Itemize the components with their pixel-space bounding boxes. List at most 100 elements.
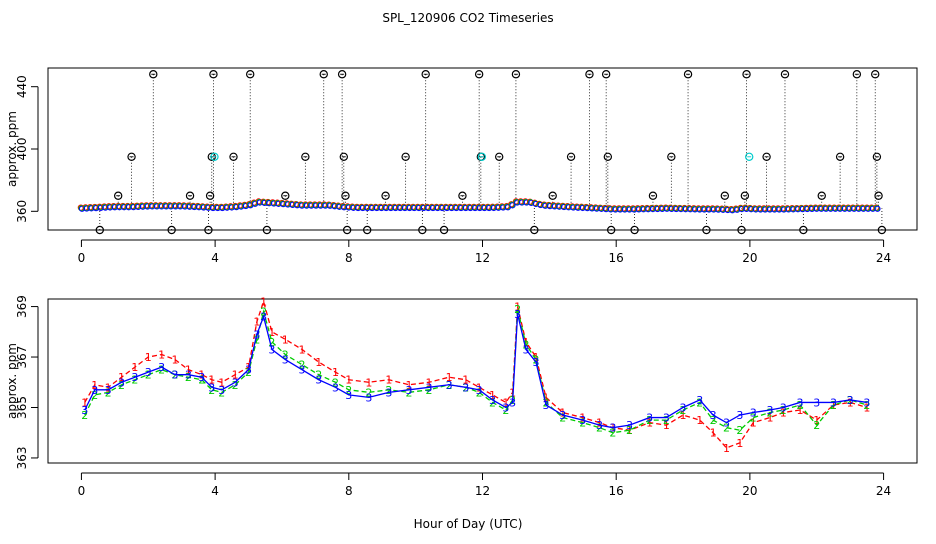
series-marker: 1 (813, 414, 820, 427)
series-marker: 1 (268, 326, 275, 339)
baseline-point (354, 204, 362, 212)
baseline-point (790, 206, 797, 213)
series-marker: 1 (847, 396, 854, 409)
baseline-point (284, 201, 292, 208)
series-marker: 2 (345, 384, 352, 397)
data-point (495, 152, 504, 161)
baseline-point (387, 204, 394, 212)
series-marker: 3 (847, 394, 854, 407)
series-marker: 2 (365, 386, 372, 399)
data-point (740, 191, 750, 200)
series-marker: 3 (232, 376, 239, 389)
baseline-point (626, 206, 633, 213)
baseline-point (645, 206, 652, 213)
baseline-point (369, 204, 376, 212)
series-marker: 1 (797, 404, 804, 417)
baseline-point (710, 206, 717, 213)
series-marker: 3 (345, 389, 352, 402)
series-marker: 1 (462, 374, 469, 387)
baseline-point (256, 199, 263, 206)
x-tick-label: 16 (609, 484, 624, 498)
data-point (127, 152, 136, 161)
series-marker: 3 (596, 419, 603, 432)
series-marker: 2 (736, 424, 743, 437)
data-point (742, 70, 751, 79)
series-marker: 1 (172, 354, 179, 367)
series-marker: 3 (509, 396, 516, 409)
baseline-point (462, 204, 469, 212)
series-marker: 2 (646, 414, 653, 427)
data-point (511, 70, 521, 79)
baseline-point (481, 204, 488, 212)
baseline-point (602, 206, 610, 213)
series-marker: 3 (626, 419, 633, 432)
baseline-point (425, 204, 432, 212)
series-marker: 1 (863, 401, 870, 414)
series-marker: 2 (663, 414, 670, 427)
baseline-point (696, 206, 703, 213)
x-tick-label: 0 (78, 251, 86, 265)
baseline-point (579, 204, 586, 212)
series-marker: 2 (315, 369, 322, 382)
baseline-point (719, 206, 727, 213)
baseline-point (705, 206, 713, 213)
baseline-point (593, 205, 600, 212)
series-marker: 1 (723, 442, 730, 455)
series-marker: 1 (502, 396, 509, 409)
baseline-point (317, 202, 324, 209)
series-marker: 1 (253, 316, 260, 329)
data-point (606, 225, 616, 235)
chart-title: SPL_120906 CO2 Timeseries (382, 11, 553, 25)
data-point (362, 225, 372, 235)
series-marker: 3 (514, 308, 521, 321)
series-marker: 2 (710, 414, 717, 427)
series-marker: 3 (218, 384, 225, 397)
baseline-point (640, 206, 647, 213)
baseline-point (457, 204, 465, 212)
x-axis: 0 4 8 12 16 20 24 (78, 472, 891, 498)
baseline-point (83, 205, 90, 212)
data-point (667, 152, 676, 161)
x-tick-label: 8 (345, 251, 353, 265)
series-marker: 2 (405, 386, 412, 399)
series-marker: 3 (863, 396, 870, 409)
series-marker: 2 (158, 364, 165, 377)
series-marker: 2 (680, 404, 687, 417)
series-marker: 3 (780, 401, 787, 414)
data-point (603, 152, 613, 161)
series-marker: 3 (696, 394, 703, 407)
top-panel: 0 4 8 12 16 20 24 360 400 440 approx. ppm (5, 67, 918, 265)
baseline-point (359, 204, 366, 212)
series-marker: 2 (813, 419, 820, 432)
series-marker: 3 (736, 409, 743, 422)
series-marker: 2 (232, 379, 239, 392)
x-tick-label: 24 (876, 251, 891, 265)
series-marker: 2 (385, 384, 392, 397)
series-marker: 3 (81, 404, 88, 417)
series-marker: 3 (185, 369, 192, 382)
baseline-point (88, 205, 95, 212)
series-marker: 3 (766, 404, 773, 417)
baseline-point (542, 202, 549, 209)
data-point (262, 225, 272, 235)
data-point (210, 152, 219, 161)
baseline-point (378, 204, 385, 212)
baseline-point (219, 204, 226, 212)
baseline-point (565, 204, 572, 211)
baseline-point (102, 204, 109, 211)
baseline-point (508, 201, 515, 208)
data-point (439, 225, 449, 235)
data-point (458, 191, 467, 200)
baseline-point (598, 205, 605, 212)
baseline-point (195, 204, 203, 211)
baseline-point (471, 204, 479, 212)
baseline-point (294, 202, 301, 209)
series-marker: 2 (91, 389, 98, 402)
baseline-point (139, 203, 146, 210)
baseline-point (172, 203, 179, 210)
data-point (229, 152, 238, 161)
baseline-point (270, 200, 277, 207)
series-marker: 2 (609, 427, 616, 440)
baseline-point (116, 204, 123, 211)
baseline-point (715, 206, 722, 213)
